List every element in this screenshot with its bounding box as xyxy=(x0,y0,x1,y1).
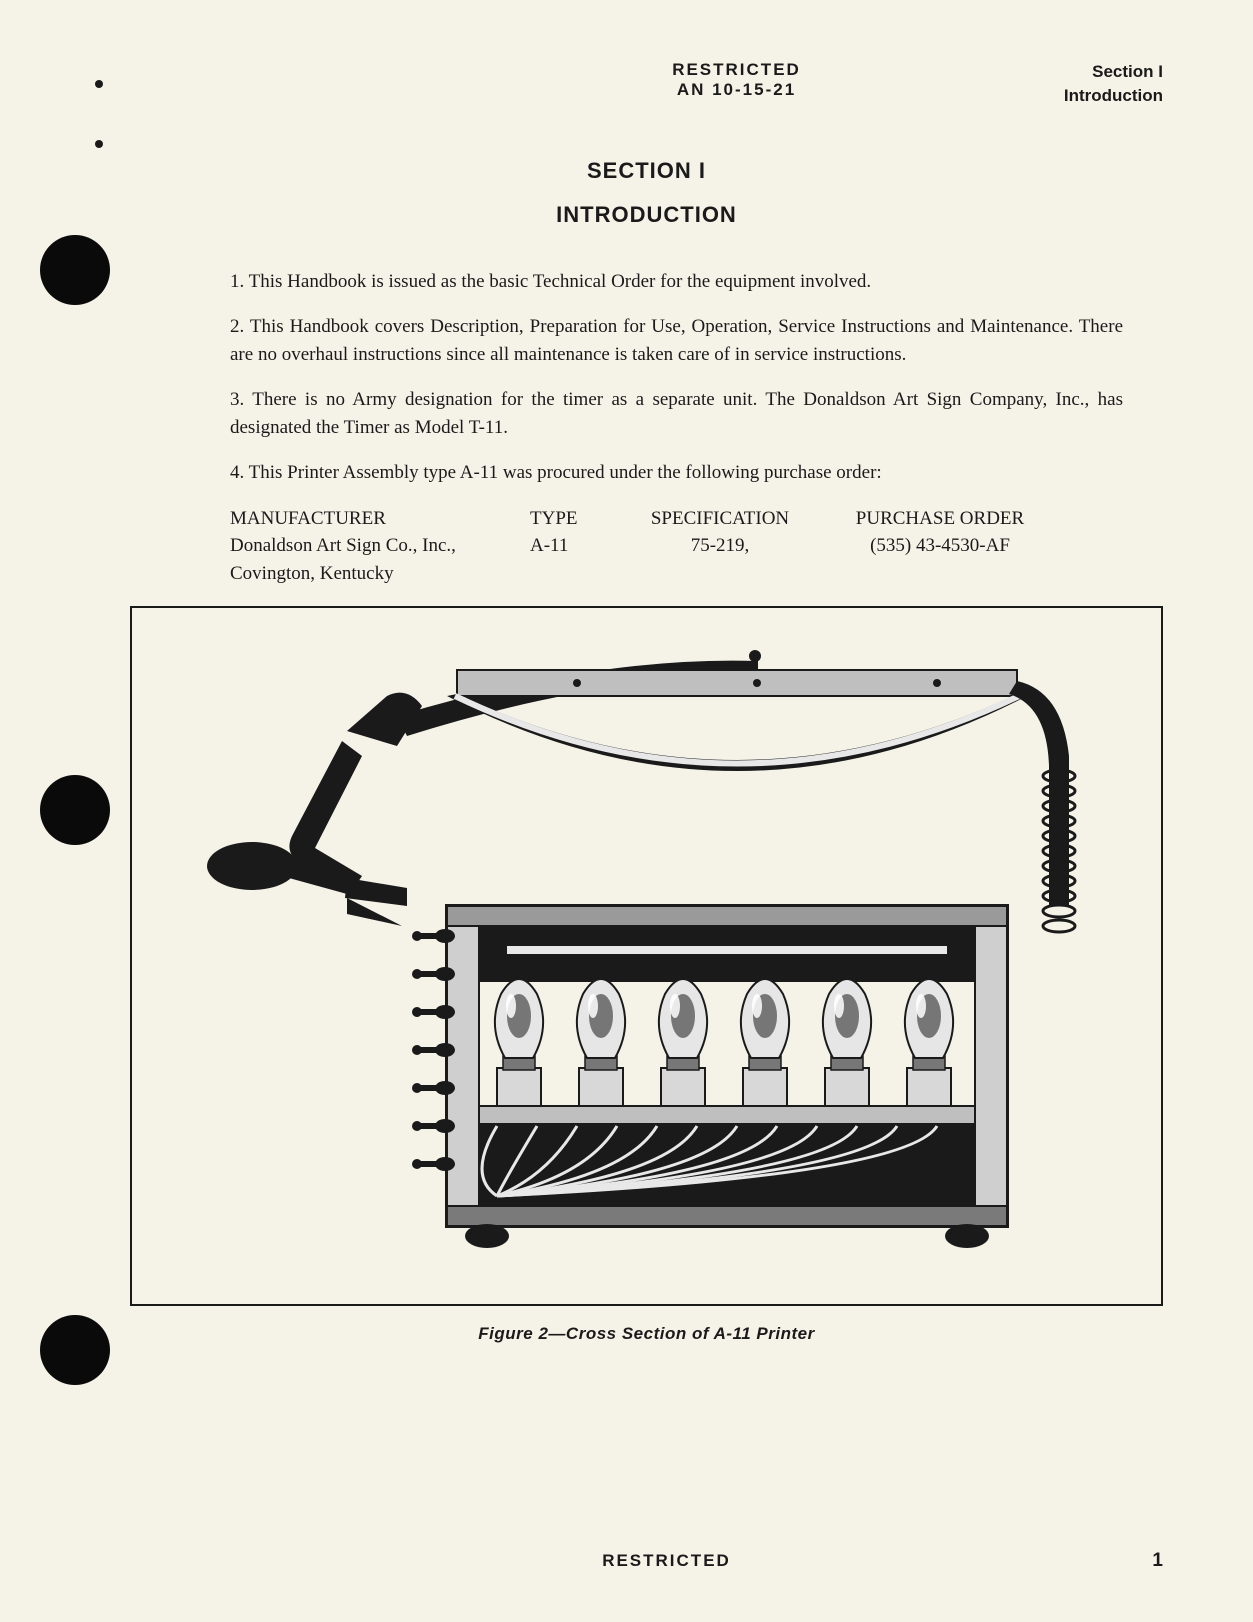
figure-frame xyxy=(130,606,1163,1306)
td-manufacturer-1: Donaldson Art Sign Co., Inc., xyxy=(230,532,530,560)
paragraph-2: 2. This Handbook covers Description, Pre… xyxy=(230,313,1123,368)
paragraph-1: 1. This Handbook is issued as the basic … xyxy=(230,268,1123,296)
header-right: Section I Introduction xyxy=(963,60,1163,108)
th-type: TYPE xyxy=(530,505,620,533)
printer-cross-section-illustration xyxy=(197,636,1097,1276)
col-manufacturer: MANUFACTURER Donaldson Art Sign Co., Inc… xyxy=(230,505,530,588)
section-name: Introduction xyxy=(963,84,1163,108)
cabinet-body xyxy=(412,906,1007,1248)
paragraph-3: 3. There is no Army designation for the … xyxy=(230,386,1123,441)
page-footer: RESTRICTED 1 xyxy=(130,1550,1163,1572)
section-label: Section I xyxy=(963,60,1163,84)
col-type: TYPE A-11 xyxy=(530,505,620,588)
purchase-order-table: MANUFACTURER Donaldson Art Sign Co., Inc… xyxy=(230,505,1123,588)
classification-bottom: RESTRICTED xyxy=(210,1551,1123,1571)
classification-top: RESTRICTED xyxy=(510,60,963,80)
th-specification: SPECIFICATION xyxy=(620,505,820,533)
td-specification: 75-219, xyxy=(620,532,820,560)
td-manufacturer-2: Covington, Kentucky xyxy=(230,560,530,588)
section-heading-1: SECTION I xyxy=(130,158,1163,184)
paragraph-4: 4. This Printer Assembly type A-11 was p… xyxy=(230,459,1123,487)
col-specification: SPECIFICATION 75-219, xyxy=(620,505,820,588)
page-header: RESTRICTED AN 10-15-21 Section I Introdu… xyxy=(130,60,1163,108)
body-text: 1. This Handbook is issued as the basic … xyxy=(230,268,1123,588)
section-heading-2: INTRODUCTION xyxy=(130,202,1163,228)
td-type: A-11 xyxy=(530,532,620,560)
header-center: RESTRICTED AN 10-15-21 xyxy=(510,60,963,100)
page-number: 1 xyxy=(1123,1550,1163,1572)
th-manufacturer: MANUFACTURER xyxy=(230,505,530,533)
th-purchase-order: PURCHASE ORDER xyxy=(820,505,1060,533)
col-purchase-order: PURCHASE ORDER (535) 43-4530-AF xyxy=(820,505,1060,588)
doc-number: AN 10-15-21 xyxy=(510,80,963,100)
td-purchase-order: (535) 43-4530-AF xyxy=(820,532,1060,560)
page: RESTRICTED AN 10-15-21 Section I Introdu… xyxy=(0,0,1253,1622)
arm-assembly xyxy=(207,650,1075,932)
figure-caption: Figure 2—Cross Section of A-11 Printer xyxy=(130,1324,1163,1344)
